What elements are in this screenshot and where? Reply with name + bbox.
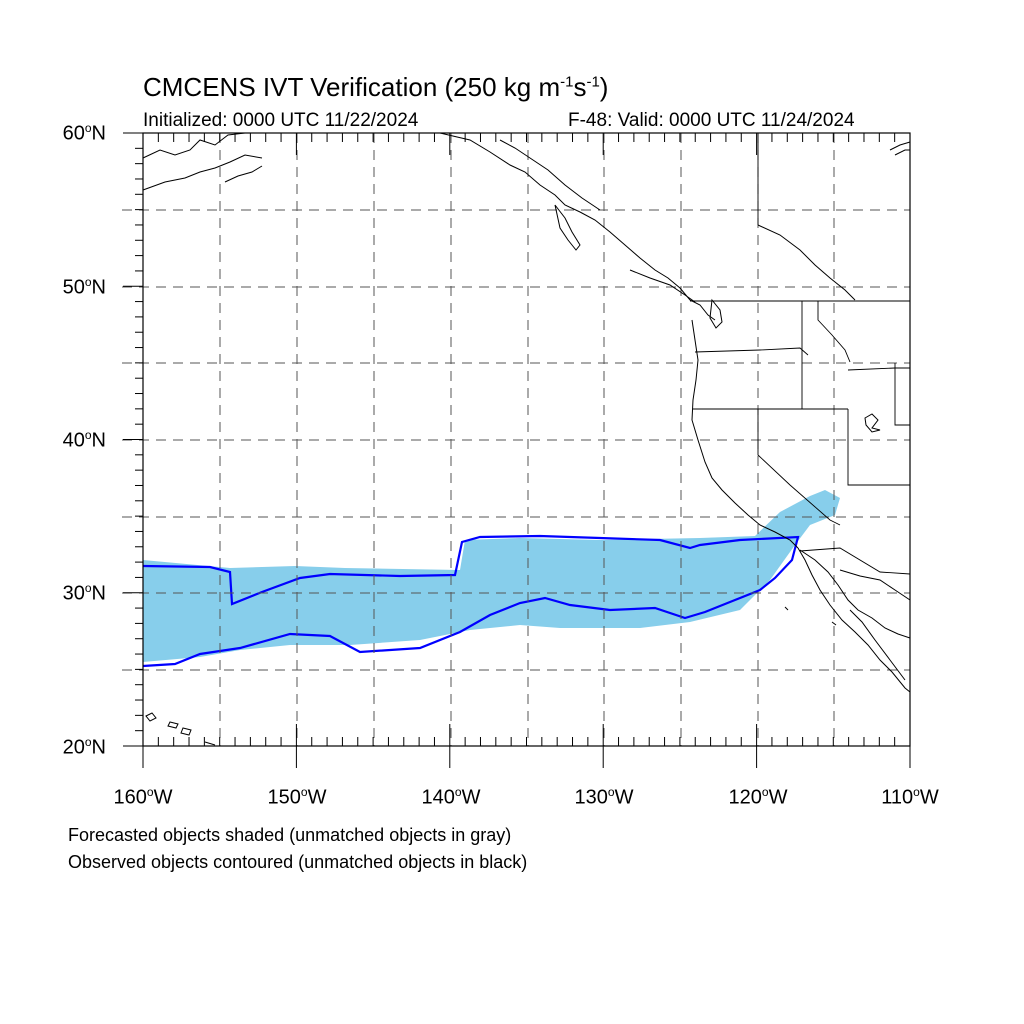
lat-label-50: 50oN [62,275,106,299]
initialized-time: Initialized: 0000 UTC 11/22/2024 [143,110,419,131]
lon-label-120: 120oW [728,785,788,809]
forecast-object-shaded [143,490,840,662]
lat-label-30: 30oN [62,581,106,605]
caption-observed: Observed objects contoured (unmatched ob… [68,852,528,872]
political-borders [690,133,911,575]
lon-label-160: 160oW [113,785,173,809]
lat-label-40: 40oN [62,428,106,452]
lat-lon-grid [122,133,910,746]
lon-label-140: 140oW [421,785,481,809]
chart-title: CMCENS IVT Verification (250 kg m-1s-1) [143,72,609,102]
lat-label-20: 20oN [62,735,106,759]
lon-label-150: 150oW [267,785,327,809]
lat-label-60: 60oN [62,121,106,145]
observed-object-contour [142,534,800,668]
caption-forecast: Forecasted objects shaded (unmatched obj… [68,825,512,845]
lon-label-130: 130oW [574,785,634,809]
lon-label-110: 110oW [881,785,939,809]
coastlines [142,132,911,746]
valid-time: F-48: Valid: 0000 UTC 11/24/2024 [568,110,855,131]
axis-ticks [123,132,911,768]
